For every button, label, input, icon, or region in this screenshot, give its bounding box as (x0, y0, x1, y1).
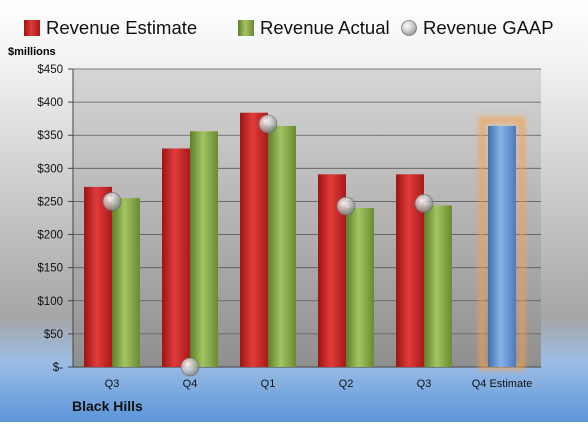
x-tick-label: Q2 (339, 378, 354, 390)
y-tick-label: $200 (37, 230, 63, 242)
bars (84, 112, 525, 370)
bar-revenue-estimate (162, 148, 190, 367)
legend-swatch-revenue-actual (238, 20, 254, 36)
y-tick-label: $150 (37, 263, 63, 275)
y-axis-ticks: $- $50 $100 $150 $200 $250 $300 $350 $400 $450 (37, 64, 63, 374)
y-tick-label: $450 (37, 64, 63, 76)
legend: Revenue Estimate Revenue Actual Revenue GA… (24, 17, 554, 38)
legend-label: Revenue Estimate (46, 17, 197, 38)
bar-revenue-estimate (240, 112, 268, 367)
legend-swatch-revenue-gaap (401, 20, 417, 36)
bar-revenue-actual (346, 208, 374, 367)
bar-revenue-actual (268, 125, 296, 367)
y-tick-label: $250 (37, 196, 63, 208)
bar-revenue-estimate (84, 186, 112, 367)
legend-label: Revenue GAAP (423, 17, 554, 38)
legend-swatch-revenue-estimate (24, 20, 40, 36)
x-tick-label: Q1 (261, 378, 276, 390)
y-tick-label: $100 (37, 296, 63, 308)
marker-revenue-gaap (414, 194, 434, 213)
gaap-markers (102, 114, 434, 377)
y-tick-label: $- (53, 362, 63, 374)
marker-revenue-gaap (258, 114, 278, 134)
bar-revenue-actual (488, 125, 516, 367)
marker-revenue-gaap (102, 192, 122, 211)
y-tick-label: $350 (37, 130, 63, 142)
y-axis-unit-label: $millions (8, 46, 56, 58)
company-name: Black Hills (72, 398, 143, 414)
x-tick-label: Q3 (417, 378, 432, 390)
bar-revenue-actual (424, 205, 452, 367)
bar-revenue-actual (190, 131, 218, 367)
y-tick-label: $300 (37, 163, 63, 175)
marker-revenue-gaap (180, 357, 200, 377)
y-tick-label: $400 (37, 97, 63, 109)
y-tick-label: $50 (44, 329, 63, 341)
x-tick-label: Q4 Estimate (472, 378, 533, 390)
marker-revenue-gaap (336, 196, 356, 216)
plot-area (73, 69, 541, 367)
legend-label: Revenue Actual (260, 17, 390, 38)
bar-revenue-actual (112, 198, 140, 367)
x-tick-label: Q4 (183, 378, 198, 390)
x-tick-label: Q3 (105, 378, 120, 390)
gridlines (68, 68, 541, 368)
x-axis-ticks: Q3 Q4 Q1 Q2 Q3 Q4 Estimate (105, 378, 533, 390)
